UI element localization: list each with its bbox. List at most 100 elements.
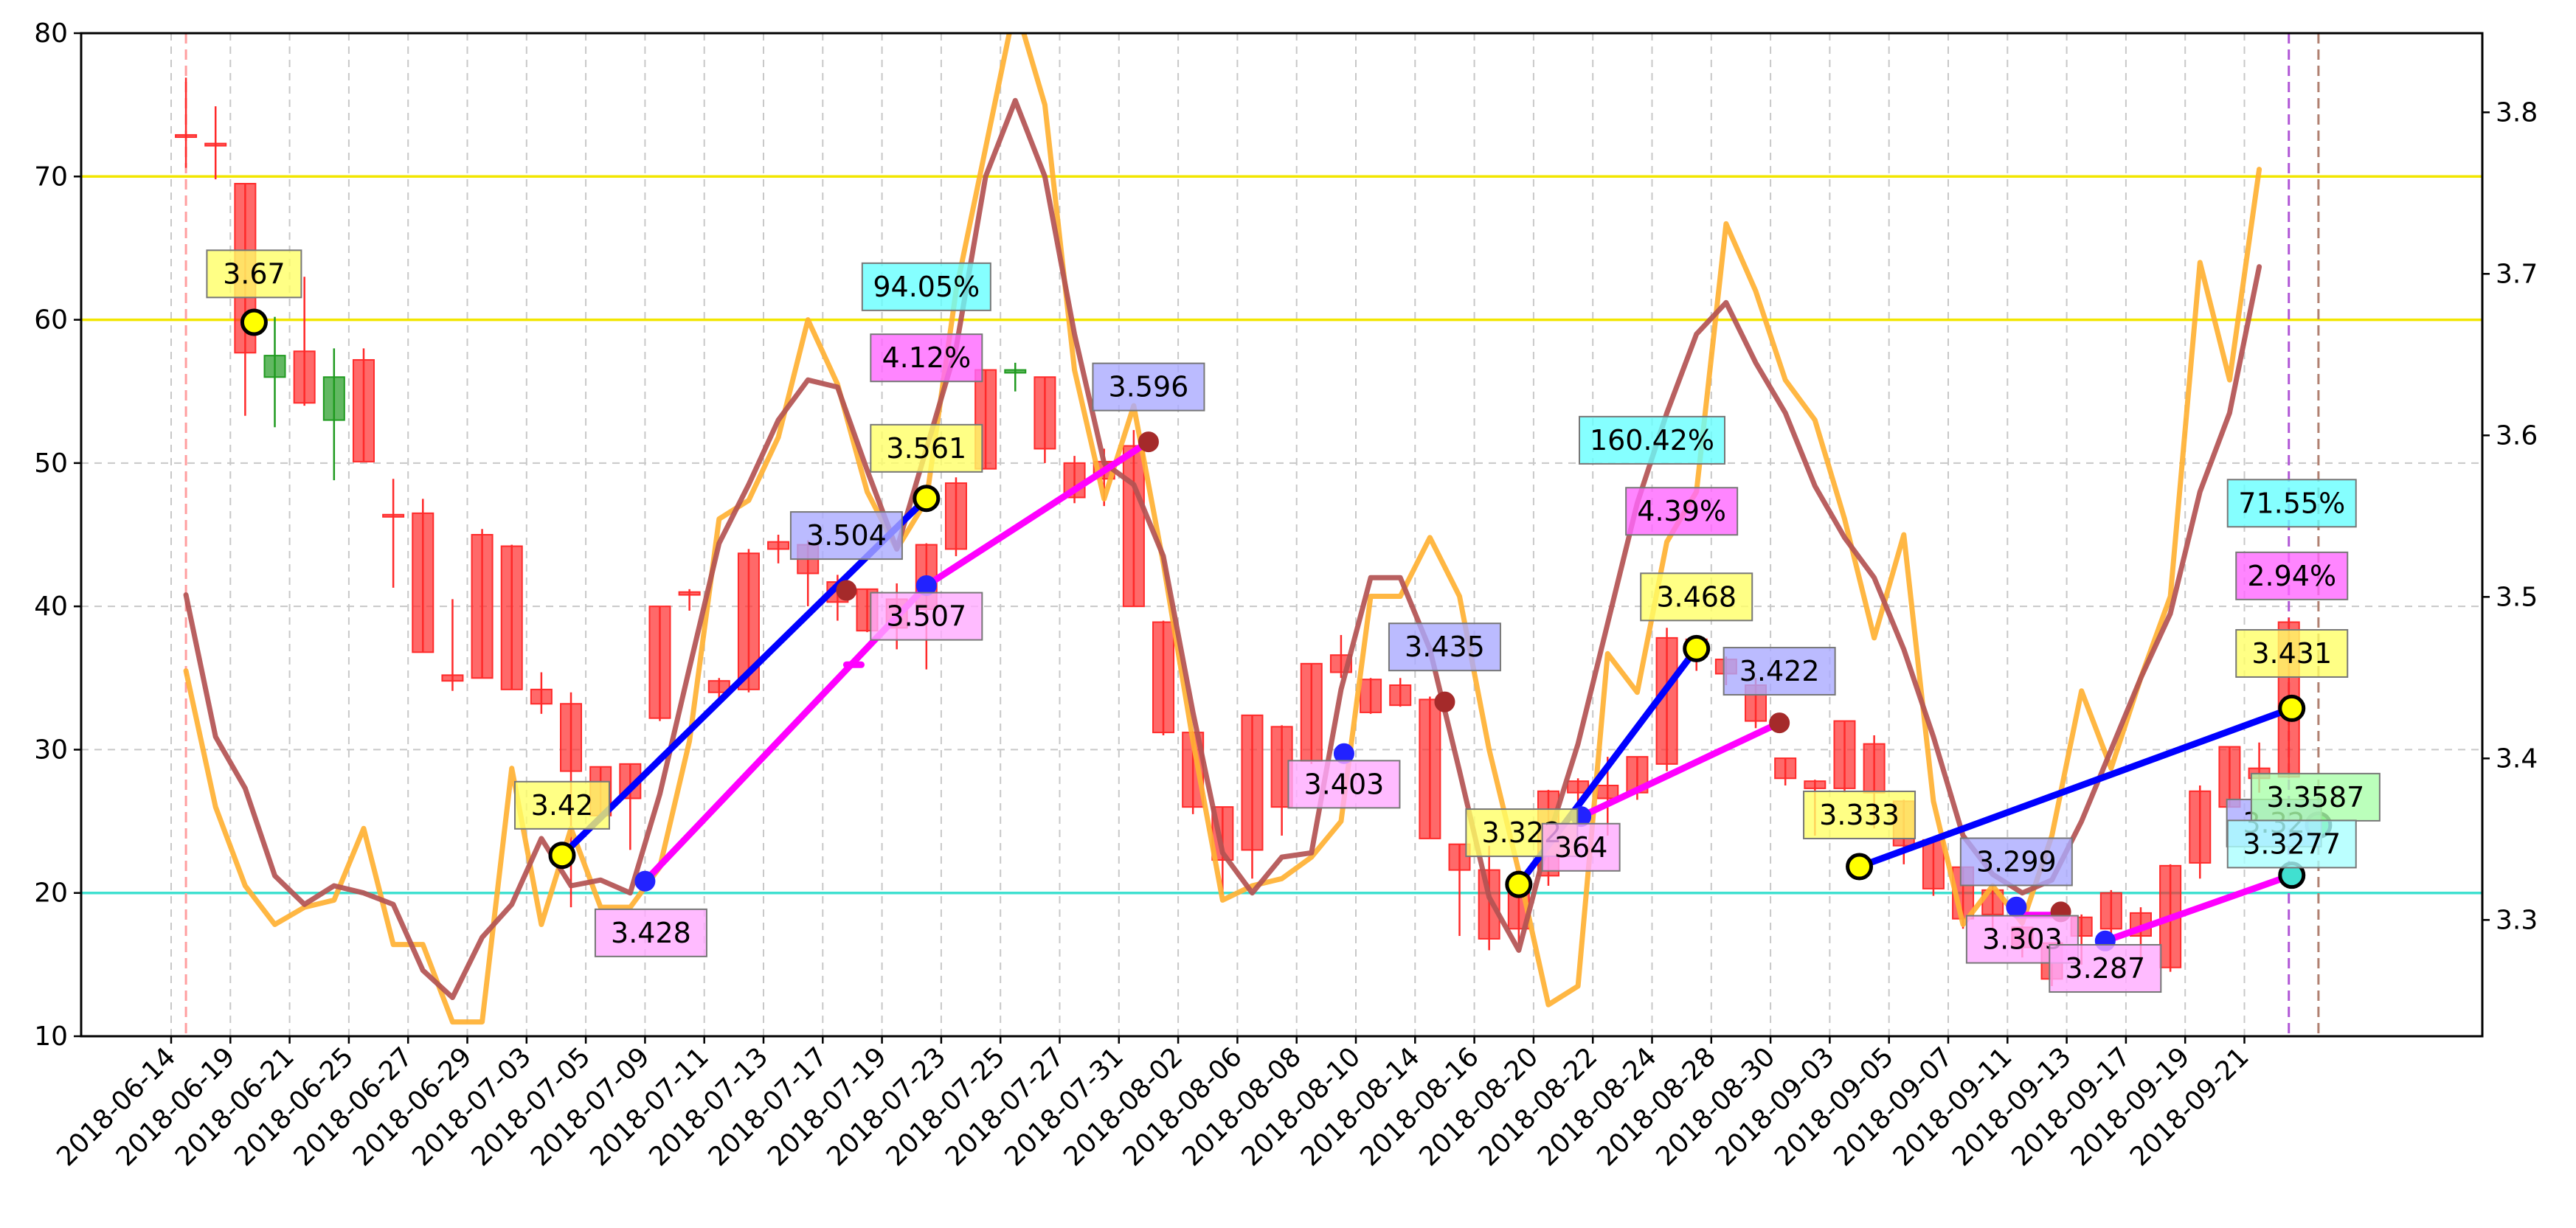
annotation-box [1287, 760, 1401, 809]
annotation-box [1625, 487, 1739, 536]
candle-body [707, 680, 730, 693]
value-annotation: 3.3587 [2250, 772, 2381, 822]
candle-body [322, 376, 345, 421]
value-annotation: 4.39% [1625, 487, 1739, 536]
candle-body [175, 133, 198, 138]
indicator-series [183, 33, 2262, 1025]
point-marker [1683, 634, 1711, 662]
candle-body [1922, 839, 1945, 889]
value-annotation: 3.507 [870, 592, 983, 641]
candle-body [293, 350, 316, 404]
candle-body [1863, 743, 1886, 794]
candle-body [441, 674, 464, 682]
value-annotation: 3.504 [789, 511, 903, 561]
candle-body [678, 591, 701, 596]
annotation-label: 3.422 [1739, 655, 1820, 687]
value-annotation: 4.12% [870, 333, 983, 383]
annotation-label: 3.431 [2251, 637, 2332, 670]
annotation-label: 3.504 [806, 519, 887, 552]
indicator-line-1 [183, 97, 2262, 1001]
candle-body [1152, 621, 1175, 734]
point-marker [1769, 712, 1790, 734]
annotation-box [1579, 415, 1725, 465]
candle-body [1300, 662, 1323, 762]
candle-body [944, 482, 967, 550]
point-marker [913, 485, 941, 513]
indicator-line-0 [183, 33, 2262, 1025]
annotation-label: 3.561 [886, 432, 966, 465]
left-axis-tick-label: 40 [34, 592, 68, 622]
value-annotation: 3.561 [870, 423, 983, 473]
annotation-box [870, 333, 983, 383]
annotation-box [2226, 819, 2357, 869]
candle-body [1804, 780, 1827, 789]
candle-body [530, 688, 553, 705]
value-annotation: 71.55% [2226, 479, 2357, 528]
right-axis-tick-label: 3.3 [2496, 905, 2538, 935]
annotation-label: 3.42 [531, 789, 594, 822]
trend-line-8 [2102, 872, 2296, 945]
left-axis-tick-label: 80 [34, 18, 68, 49]
value-annotation: 3.3277 [2226, 819, 2357, 869]
point-marker [1434, 691, 1455, 712]
candle-body [1004, 369, 1027, 374]
annotation-label: 3.428 [611, 917, 691, 949]
candle-body [1360, 679, 1382, 713]
point-marker [634, 870, 656, 892]
annotation-label: 3.333 [1819, 799, 1900, 831]
candle-body [500, 545, 523, 690]
candle-body [204, 142, 227, 147]
candle-body [263, 355, 286, 378]
annotation-label: 3.596 [1109, 371, 1189, 403]
left-axis-tick-label: 50 [34, 448, 68, 479]
value-annotation: 3.428 [594, 908, 707, 957]
annotation-label: 364 [1554, 831, 1608, 864]
candle-body [382, 513, 405, 518]
candle-body [1833, 720, 1856, 789]
candle-body [1241, 714, 1264, 851]
annotation-box [2226, 479, 2357, 528]
candle-body [2189, 790, 2212, 864]
annotation-box [861, 262, 991, 311]
markers [240, 308, 2333, 951]
annotation-label: 3.3277 [2243, 828, 2341, 860]
left-axis-tick-label: 10 [34, 1021, 68, 1052]
value-annotation: 3.42 [513, 780, 610, 830]
annotation-label: 4.39% [1637, 495, 1726, 527]
point-marker [240, 308, 268, 336]
annotation-box [513, 780, 610, 830]
point-marker [836, 580, 857, 601]
annotation-box [789, 511, 903, 561]
candle-body [2218, 746, 2241, 808]
annotation-box [1959, 837, 2073, 887]
reference-lines [81, 33, 2482, 1036]
annotation-label: 3.299 [1976, 845, 2057, 878]
annotation-label: 3.403 [1304, 768, 1385, 800]
annotation-label: 71.55% [2238, 487, 2345, 519]
plot-frame [80, 32, 2484, 1038]
value-annotation: 3.287 [2049, 944, 2162, 993]
annotation-box [594, 908, 707, 957]
value-annotation: 3.468 [1640, 572, 1753, 622]
right-axis-tick-label: 3.4 [2496, 743, 2538, 774]
trend-line-5 [1577, 719, 1783, 820]
left-axis-tick-label: 20 [34, 878, 68, 909]
annotation-box [1092, 362, 1205, 412]
candle-body [1774, 757, 1797, 780]
candle-body [1033, 376, 1056, 450]
value-annotation: 3.333 [1803, 790, 1917, 839]
candle-body [560, 703, 583, 772]
point-marker [1846, 853, 1874, 881]
annotation-box [1541, 822, 1621, 872]
value-annotation: 3.403 [1287, 760, 1401, 809]
point-marker [548, 842, 576, 870]
trend-line-6 [1856, 704, 2296, 870]
candle-body [1596, 785, 1619, 799]
annotation-box [1803, 790, 1917, 839]
annotation-box [1388, 622, 1501, 672]
value-annotation: 94.05% [861, 262, 991, 311]
annotation-box [1722, 647, 1836, 696]
annotation-label: 3.287 [2065, 952, 2145, 985]
trend-line-2 [923, 438, 1152, 589]
